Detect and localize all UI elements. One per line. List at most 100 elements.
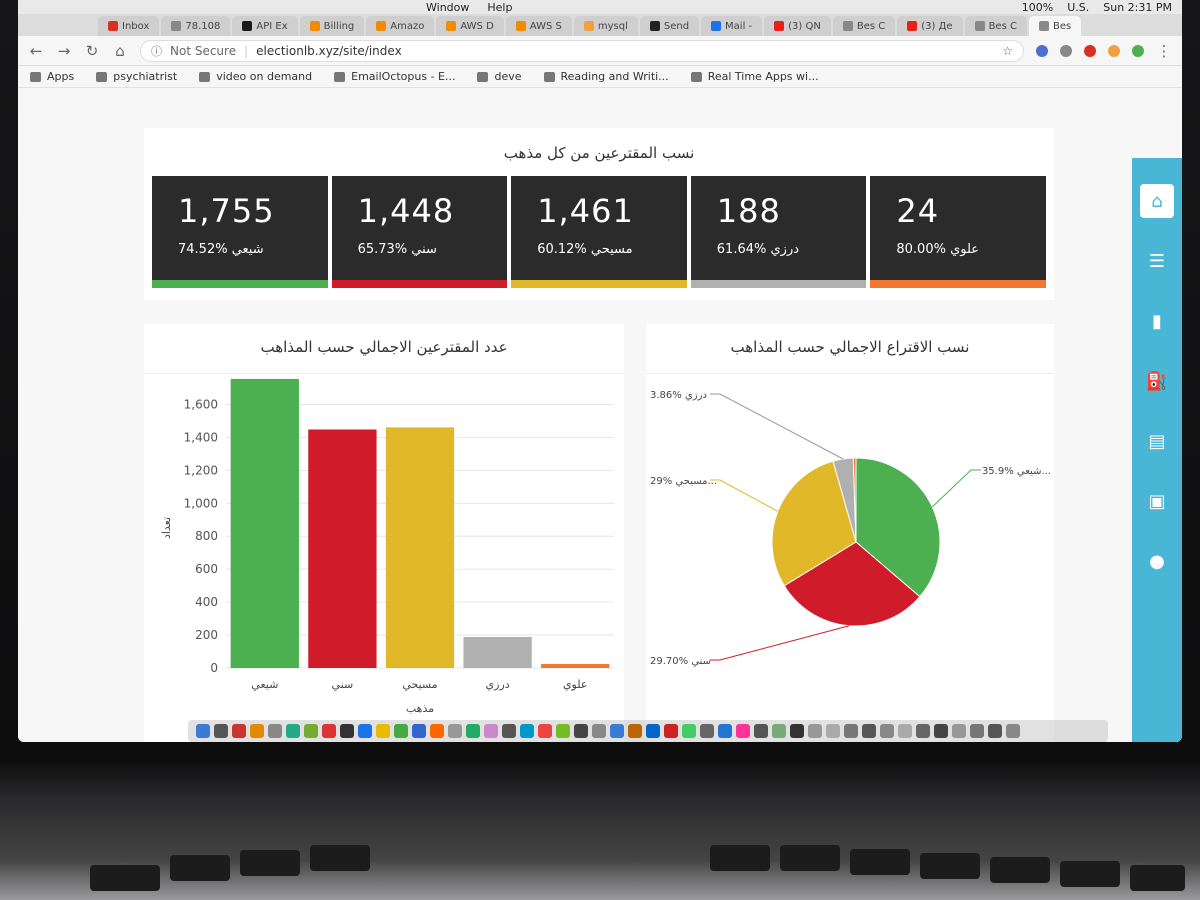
dock-app-icon[interactable] xyxy=(916,724,930,738)
dock-app-icon[interactable] xyxy=(502,724,516,738)
dock-app-icon[interactable] xyxy=(412,724,426,738)
dock-app-icon[interactable] xyxy=(340,724,354,738)
bookmark-item[interactable]: EmailOctopus - E... xyxy=(334,70,455,83)
extension-icon[interactable] xyxy=(1084,44,1096,57)
document-icon[interactable]: ▮ xyxy=(1152,310,1162,332)
locale[interactable]: U.S. xyxy=(1067,0,1090,14)
bookmark-item[interactable]: Apps xyxy=(30,70,74,83)
dock-app-icon[interactable] xyxy=(790,724,804,738)
dock-app-icon[interactable] xyxy=(646,724,660,738)
browser-tab[interactable]: AWS S xyxy=(505,16,572,36)
dock-app-icon[interactable] xyxy=(592,724,606,738)
dock-app-icon[interactable] xyxy=(484,724,498,738)
menu-window[interactable]: Window xyxy=(426,0,470,14)
browser-tab[interactable]: API Ex xyxy=(232,16,298,36)
dock-app-icon[interactable] xyxy=(988,724,1002,738)
dock-app-icon[interactable] xyxy=(322,724,336,738)
dock-app-icon[interactable] xyxy=(394,724,408,738)
bar[interactable] xyxy=(385,427,455,668)
dock-app-icon[interactable] xyxy=(268,724,282,738)
pie-slice[interactable] xyxy=(783,541,921,627)
users-icon[interactable]: ● xyxy=(1149,550,1165,572)
browser-tab[interactable]: Billing xyxy=(299,16,365,36)
id-card-icon[interactable]: ▤ xyxy=(1148,430,1166,452)
more-menu-icon[interactable]: ⋮ xyxy=(1156,41,1172,60)
browser-tab[interactable]: AWS D xyxy=(436,16,504,36)
extension-icon[interactable] xyxy=(1108,44,1120,57)
dock-app-icon[interactable] xyxy=(556,724,570,738)
dock-app-icon[interactable] xyxy=(628,724,642,738)
dock-app-icon[interactable] xyxy=(880,724,894,738)
url-text[interactable]: electionlb.xyz/site/index xyxy=(256,43,402,58)
dock-app-icon[interactable] xyxy=(844,724,858,738)
dock-app-icon[interactable] xyxy=(466,724,480,738)
dock-app-icon[interactable] xyxy=(610,724,624,738)
browser-tab[interactable]: Bes C xyxy=(964,16,1027,36)
browser-tab[interactable]: Inbox xyxy=(98,16,160,36)
menu-help[interactable]: Help xyxy=(487,0,513,14)
browser-tab[interactable]: (3) Де xyxy=(897,16,963,36)
browser-tab[interactable]: 78.108 xyxy=(161,16,231,36)
extension-icon[interactable] xyxy=(1060,44,1072,57)
browser-tab[interactable]: Amazo xyxy=(366,16,435,36)
pie-slice[interactable] xyxy=(771,460,857,587)
back-icon[interactable]: ← xyxy=(29,41,43,60)
dock-app-icon[interactable] xyxy=(664,724,678,738)
dock-app-icon[interactable] xyxy=(772,724,786,738)
bar[interactable] xyxy=(463,637,532,668)
dock-app-icon[interactable] xyxy=(520,724,534,738)
dock-app-icon[interactable] xyxy=(934,724,948,738)
dock-app-icon[interactable] xyxy=(1006,724,1020,738)
clock[interactable]: Sun 2:31 PM xyxy=(1103,0,1172,14)
browser-tab[interactable]: Bes xyxy=(1028,16,1082,36)
dock-app-icon[interactable] xyxy=(232,724,246,738)
dock-app-icon[interactable] xyxy=(898,724,912,738)
pie-slice[interactable] xyxy=(855,457,941,598)
dock-app-icon[interactable] xyxy=(376,724,390,738)
reload-icon[interactable]: ↻ xyxy=(85,41,99,60)
home-icon[interactable]: ⌂ xyxy=(1140,184,1174,218)
dock-app-icon[interactable] xyxy=(304,724,318,738)
address-bar[interactable]: ⓘ Not Secure | electionlb.xyz/site/index… xyxy=(140,39,1024,62)
browser-tab[interactable]: Bes C xyxy=(832,16,896,36)
dock-app-icon[interactable] xyxy=(736,724,750,738)
dock-app-icon[interactable] xyxy=(430,724,444,738)
dock-app-icon[interactable] xyxy=(862,724,876,738)
dock-app-icon[interactable] xyxy=(682,724,696,738)
extension-icon[interactable] xyxy=(1132,44,1144,57)
dock-app-icon[interactable] xyxy=(718,724,732,738)
dock-app-icon[interactable] xyxy=(358,724,372,738)
bus-icon[interactable]: ▣ xyxy=(1148,490,1166,512)
bookmark-item[interactable]: video on demand xyxy=(199,70,312,83)
dock-app-icon[interactable] xyxy=(196,724,210,738)
dock-app-icon[interactable] xyxy=(286,724,300,738)
browser-tab[interactable]: Send xyxy=(639,16,700,36)
dock-app-icon[interactable] xyxy=(214,724,228,738)
browser-tab[interactable]: Mail - xyxy=(701,16,763,36)
dock-app-icon[interactable] xyxy=(574,724,588,738)
dock-app-icon[interactable] xyxy=(538,724,552,738)
dock-app-icon[interactable] xyxy=(826,724,840,738)
extension-icon[interactable] xyxy=(1036,44,1048,57)
bookmark-item[interactable]: psychiatrist xyxy=(96,70,177,83)
list-icon[interactable]: ☰ xyxy=(1148,250,1166,272)
dock-app-icon[interactable] xyxy=(970,724,984,738)
browser-tab[interactable]: mysql xyxy=(573,16,638,36)
info-icon[interactable]: ⓘ xyxy=(151,44,162,58)
dock-app-icon[interactable] xyxy=(952,724,966,738)
star-icon[interactable]: ☆ xyxy=(1002,43,1013,58)
fuel-icon[interactable]: ⛽ xyxy=(1145,370,1169,392)
dock-app-icon[interactable] xyxy=(250,724,264,738)
bookmark-item[interactable]: Reading and Writi... xyxy=(543,70,669,83)
browser-tab[interactable]: (3) QN xyxy=(764,16,831,36)
bookmark-item[interactable]: Real Time Apps wi... xyxy=(690,70,819,83)
forward-icon[interactable]: → xyxy=(57,41,71,60)
dock-app-icon[interactable] xyxy=(700,724,714,738)
dock-app-icon[interactable] xyxy=(808,724,822,738)
pie-slice[interactable] xyxy=(852,457,857,543)
dock-app-icon[interactable] xyxy=(448,724,462,738)
home-icon[interactable]: ⌂ xyxy=(115,41,125,60)
bar[interactable] xyxy=(230,378,299,668)
bar[interactable] xyxy=(541,664,610,668)
bookmark-item[interactable]: deve xyxy=(477,70,522,83)
